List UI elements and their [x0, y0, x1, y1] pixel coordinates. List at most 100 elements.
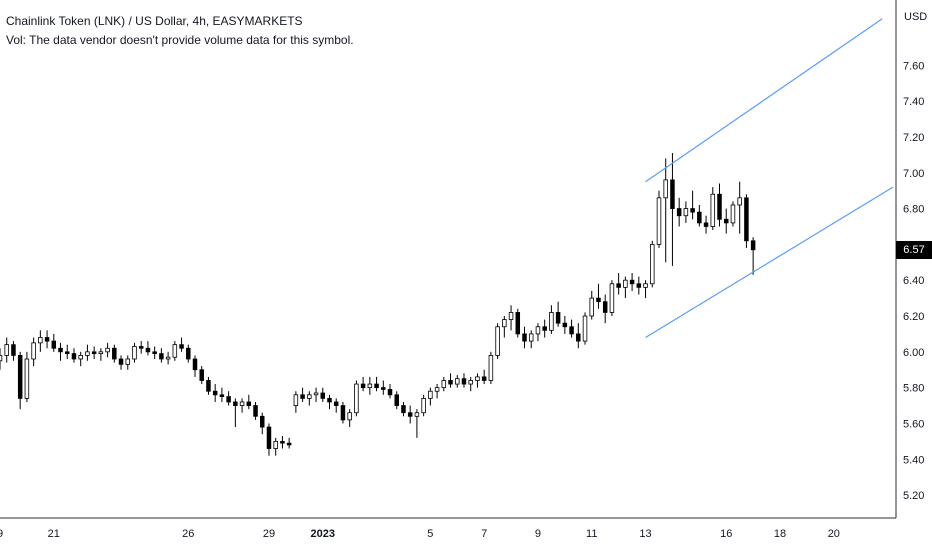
- candle: [697, 204, 702, 227]
- candle: [199, 366, 204, 385]
- candle: [71, 348, 77, 363]
- candle-body-down: [192, 358, 198, 371]
- price-tick-label: 7.00: [903, 168, 924, 180]
- candle-body-down: [670, 179, 675, 209]
- candle-body-down: [576, 333, 581, 342]
- candle-body-up: [172, 344, 178, 358]
- candle-body-up: [475, 376, 480, 381]
- candle-body-up: [737, 197, 742, 206]
- channel-line-upper[interactable]: [645, 18, 883, 183]
- candle-body-down: [152, 351, 157, 355]
- candle: [461, 373, 467, 388]
- candle: [320, 387, 326, 402]
- candle-body-down: [11, 344, 16, 356]
- candle-body-up: [31, 342, 36, 360]
- candle: [683, 201, 689, 223]
- candle-body-up: [239, 401, 245, 406]
- candle: [374, 376, 379, 392]
- candle: [542, 319, 547, 338]
- candle-body-up: [421, 397, 426, 414]
- candle: [51, 333, 57, 352]
- channel-lines[interactable]: [645, 18, 894, 339]
- candle-body-down: [206, 380, 211, 392]
- channel-line-lower[interactable]: [645, 186, 894, 339]
- candle-body-up: [495, 326, 500, 356]
- candle-body-up: [656, 197, 662, 245]
- price-tick-label: 6.80: [903, 204, 924, 216]
- candle-body-down: [253, 405, 258, 417]
- candle-body-up: [582, 315, 588, 342]
- candle-body-down: [387, 389, 393, 396]
- candle-body-up: [730, 204, 736, 224]
- candle: [475, 373, 480, 388]
- candle: [576, 323, 581, 349]
- candle-body-up: [85, 351, 90, 356]
- price-tick-label: 6.00: [903, 347, 924, 359]
- candle-body-up: [105, 347, 110, 353]
- candle: [750, 237, 756, 275]
- candle-body-down: [381, 387, 386, 390]
- candle-body-down: [750, 240, 756, 251]
- candle: [360, 376, 366, 392]
- candle: [676, 197, 682, 227]
- candle: [233, 398, 238, 428]
- time-axis[interactable]: 9 21 26 29 2023 5 7 9 11 13 16 18 20: [0, 528, 840, 540]
- candle-body-up: [508, 312, 514, 320]
- candle-body-down: [401, 405, 406, 414]
- candle-body-down: [360, 383, 366, 389]
- last-price-label: 6.57: [896, 240, 932, 259]
- candle-body-up: [455, 378, 460, 385]
- candle: [623, 276, 628, 299]
- price-tick-label: 7.40: [903, 96, 924, 108]
- candle: [562, 316, 568, 334]
- candle: [650, 240, 655, 288]
- time-tick-label: 26: [182, 528, 194, 540]
- candle-body-down: [394, 394, 399, 406]
- candle-body-down: [515, 312, 521, 335]
- candle-body-down: [320, 392, 326, 399]
- candle-body-up: [589, 297, 594, 317]
- candle-body-down: [461, 378, 467, 385]
- candle-body-down: [542, 326, 547, 331]
- candle-body-down: [44, 337, 50, 342]
- time-tick-label: 21: [48, 528, 60, 540]
- candle: [690, 190, 695, 220]
- time-tick-label: 29: [263, 528, 275, 540]
- candle: [38, 330, 43, 352]
- candle-body-down: [58, 347, 63, 353]
- candle-body-down: [212, 390, 218, 396]
- candle-body-down: [744, 197, 749, 242]
- candle: [340, 401, 346, 424]
- candle: [24, 351, 30, 402]
- candle-body-down: [300, 394, 305, 399]
- candle: [602, 294, 608, 324]
- candle-body-down: [697, 211, 702, 224]
- candle: [11, 341, 16, 361]
- candle-body-up: [428, 390, 433, 399]
- candle-body-down: [407, 412, 413, 417]
- candle: [535, 323, 541, 342]
- candle: [206, 376, 211, 395]
- candle-body-up: [683, 208, 689, 217]
- candle: [367, 376, 373, 395]
- candle: [152, 346, 157, 359]
- candle-body-up: [535, 326, 541, 335]
- candle-body-down: [233, 401, 238, 406]
- candle: [286, 437, 292, 449]
- candle: [670, 153, 675, 266]
- candle: [629, 273, 635, 291]
- candle: [226, 391, 231, 406]
- price-axis[interactable]: USD 5.205.405.605.806.006.206.406.606.80…: [903, 11, 927, 502]
- price-axis-currency: USD: [904, 11, 927, 23]
- candle-body-down: [327, 397, 332, 403]
- candle-body-down: [555, 312, 561, 324]
- candle: [723, 208, 729, 234]
- candle: [192, 355, 198, 377]
- candle: [327, 394, 332, 410]
- candle: [313, 387, 319, 402]
- candle-body-up: [710, 193, 716, 227]
- candle-body-down: [340, 405, 346, 421]
- candle: [118, 355, 124, 370]
- candle-body-down: [145, 347, 151, 353]
